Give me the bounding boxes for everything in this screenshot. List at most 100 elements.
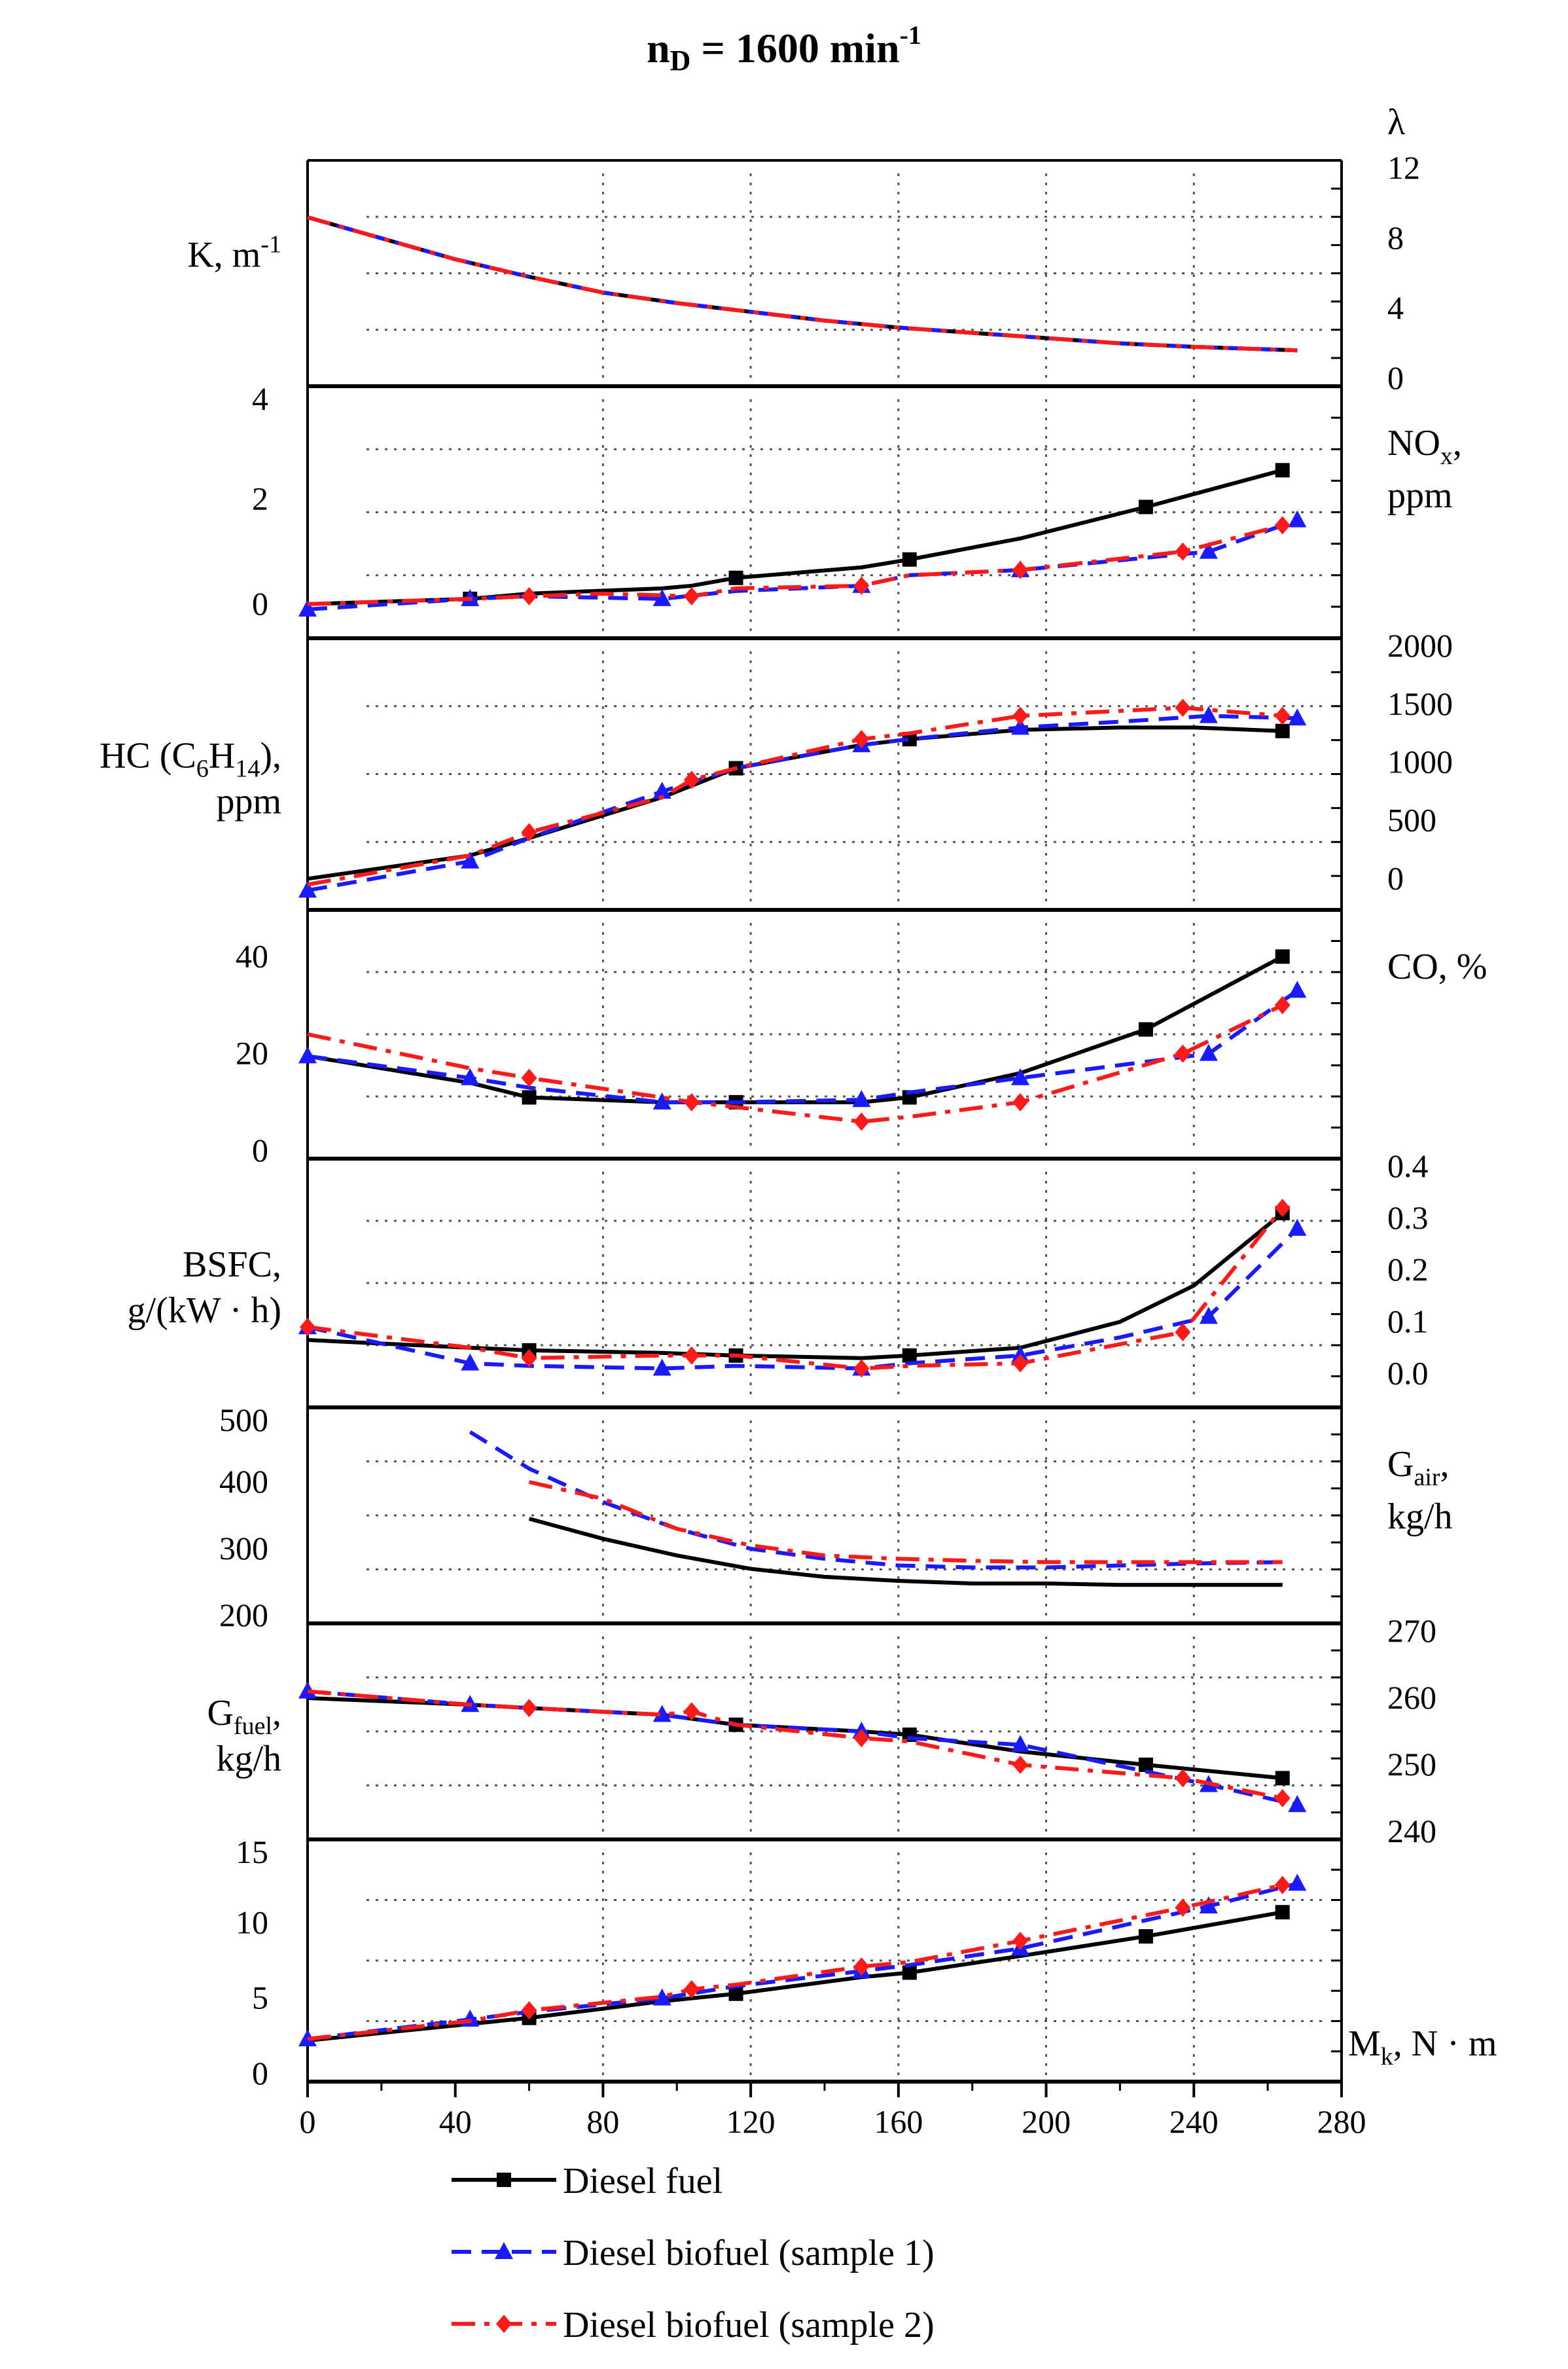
series-line-3 — [307, 215, 1298, 353]
panel-lambda: 12 8 4 0 K, m-1 λ — [187, 102, 1420, 396]
series-line-2 — [307, 215, 1298, 353]
data-point-triangle — [298, 1046, 317, 1064]
data-point-triangle — [298, 1681, 317, 1699]
panel-HC: 40 20 0 CO, % — [236, 910, 1487, 1168]
left-axis-label-line2: kg/h — [216, 1739, 281, 1779]
data-point-diamond — [683, 1702, 700, 1721]
left-axis-label-line2: ppm — [216, 782, 281, 822]
data-point-triangle — [1199, 1043, 1218, 1061]
data-point-diamond — [1012, 1932, 1029, 1951]
data-point-diamond — [1175, 1769, 1191, 1788]
series-line-3 — [307, 1206, 1285, 1371]
right-tick-label: 260 — [1387, 1679, 1436, 1716]
data-point-diamond — [1274, 706, 1291, 725]
data-point-diamond — [1012, 1093, 1029, 1112]
legend: Diesel fuel Diesel biofuel (sample 1) Dies… — [452, 2161, 935, 2345]
label-subscript: 14 — [235, 755, 260, 783]
x-axis: 0 40 80 120 160 200 240 280 Mk, N · m — [300, 2023, 1497, 2140]
label-subscript: x — [1440, 443, 1453, 470]
series-line-2 — [307, 988, 1299, 1104]
left-tick-label: 0 — [252, 2055, 268, 2091]
series-line-1 — [307, 215, 1298, 353]
label-part: , — [272, 1693, 281, 1733]
series-line-2 — [307, 1881, 1298, 2041]
data-point-diamond — [521, 1348, 537, 1367]
legend-label: Diesel biofuel (sample 2) — [563, 2305, 935, 2345]
data-point-diamond — [1175, 542, 1191, 561]
data-point-diamond — [521, 1699, 537, 1718]
data-point-diamond — [853, 1359, 870, 1378]
data-point-triangle — [652, 1092, 671, 1110]
right-tick-label: 250 — [1387, 1746, 1436, 1782]
chart-title: nD = 1600 min-1 — [647, 20, 921, 77]
label-part: , N · m — [1393, 2023, 1497, 2064]
right-tick-label: 2000 — [1387, 627, 1453, 664]
right-tick-label: 1500 — [1387, 685, 1453, 722]
left-tick-label: 10 — [236, 1904, 268, 1940]
left-tick-label: 20 — [236, 1035, 268, 1072]
left-tick-label: 400 — [219, 1463, 268, 1500]
data-point-triangle — [1288, 1218, 1307, 1236]
data-point-triangle — [852, 1090, 871, 1108]
data-point-triangle — [461, 1353, 480, 1371]
data-point-diamond — [521, 1068, 537, 1087]
right-tick-label: 0.3 — [1387, 1199, 1429, 1236]
series-line-1 — [307, 954, 1284, 1104]
left-axis-label: HC (C6H14), — [99, 736, 281, 783]
series-line-1 — [528, 1517, 1283, 1587]
legend-marker-square — [497, 2173, 511, 2187]
data-point-diamond — [1175, 698, 1191, 717]
series-line-1 — [307, 1211, 1284, 1360]
right-tick-label: 500 — [1387, 802, 1436, 839]
data-point-square — [1275, 1905, 1290, 1920]
data-point-diamond — [521, 823, 537, 842]
data-point-triangle — [652, 1705, 671, 1722]
right-tick-label: 0.1 — [1387, 1303, 1429, 1339]
data-point-triangle — [652, 1988, 671, 2006]
label-part: , — [1440, 1444, 1450, 1485]
data-point-diamond — [683, 1980, 700, 1998]
left-tick-label: 200 — [219, 1597, 268, 1633]
left-tick-label: 15 — [236, 1834, 268, 1870]
label-part: HC (C — [99, 736, 196, 776]
series-line-1 — [307, 725, 1283, 881]
label-part: ), — [260, 736, 281, 776]
label-part: K, m — [187, 235, 260, 276]
data-point-square — [1138, 1929, 1153, 1944]
right-tick-label: 12 — [1387, 149, 1420, 186]
right-tick-label: 4 — [1387, 289, 1404, 326]
data-point-diamond — [1012, 1354, 1029, 1373]
data-point-diamond — [683, 770, 700, 789]
data-point-diamond — [853, 1729, 870, 1748]
data-point-diamond — [1274, 996, 1291, 1015]
data-point-square — [1138, 499, 1153, 515]
x-tick-label: 280 — [1317, 2103, 1366, 2140]
x-tick-label: 240 — [1169, 2103, 1219, 2140]
left-tick-label: 40 — [236, 937, 268, 974]
series-line-3 — [307, 1883, 1283, 2041]
data-point-square — [902, 1348, 917, 1363]
label-part: G — [1387, 1444, 1414, 1485]
left-tick-label: 4 — [252, 380, 268, 417]
label-part: CO, % — [1387, 947, 1487, 987]
label-superscript: -1 — [260, 231, 281, 259]
data-point-square — [1275, 1771, 1290, 1786]
series-line-3 — [307, 1689, 1283, 1800]
data-point-diamond — [683, 1346, 700, 1365]
x-tick-label: 0 — [300, 2103, 316, 2140]
legend-marker-diamond — [496, 2315, 512, 2333]
data-point-square — [522, 1090, 537, 1105]
data-point-triangle — [461, 1068, 480, 1085]
left-axis-label: K, m-1 — [187, 231, 281, 276]
x-tick-label: 160 — [874, 2103, 923, 2140]
right-tick-label: 0.2 — [1387, 1251, 1429, 1288]
right-tick-label: 8 — [1387, 219, 1404, 256]
data-point-triangle — [1288, 1873, 1307, 1891]
right-axis-label: NOx, — [1387, 423, 1462, 470]
right-tick-label: 0.4 — [1387, 1148, 1429, 1184]
x-tick-label: 80 — [586, 2103, 619, 2140]
data-point-diamond — [300, 1318, 315, 1337]
data-point-diamond — [1274, 516, 1291, 535]
